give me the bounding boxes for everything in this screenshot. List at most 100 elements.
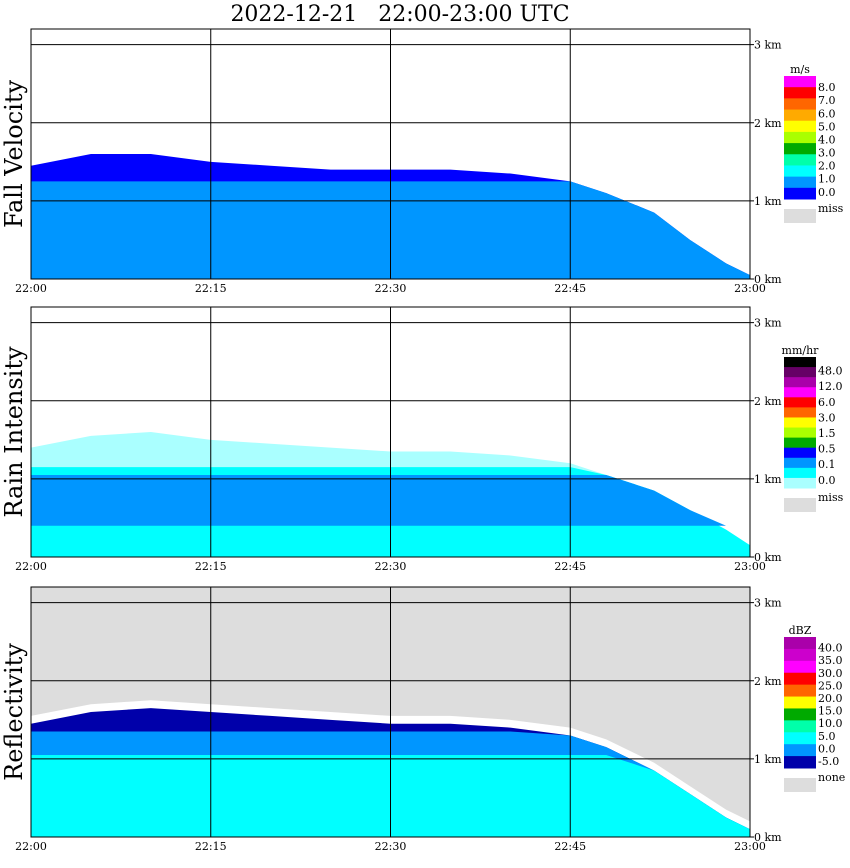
- colorbar-cell: [784, 187, 816, 200]
- colorbar-cell: [784, 143, 816, 155]
- colorbar-label: 25.0: [818, 679, 843, 692]
- colorbar-label: 0.1: [818, 458, 836, 471]
- panel-frame: [30, 306, 751, 558]
- x-tick-label: 22:00: [15, 560, 47, 573]
- colorbar-label: 3.0: [818, 411, 836, 424]
- colorbar-label: 6.0: [818, 396, 836, 409]
- colorbar-cell: [784, 367, 816, 378]
- y-tick-label: 3 km: [754, 39, 782, 52]
- figure-title: 2022-12-21 22:00-23:00 UTC: [230, 2, 570, 27]
- colorbar-label: 0.0: [818, 186, 836, 199]
- colorbar-cell: [784, 457, 816, 469]
- colorbar-cell: [784, 120, 816, 133]
- colorbar-label: 20.0: [818, 692, 843, 705]
- colorbar-missing-swatch: [784, 498, 816, 512]
- colorbar-label: 0.0: [818, 474, 836, 487]
- colorbar-cell: [784, 732, 816, 745]
- colorbar-missing-label: miss: [818, 202, 844, 215]
- colorbar-cell: [784, 131, 816, 144]
- colorbar-label: 40.0: [818, 642, 843, 655]
- y-tick-label: 2 km: [754, 675, 782, 688]
- panel-ylabel: Rain Intensity: [0, 346, 28, 518]
- colorbar-missing-swatch: [784, 778, 816, 792]
- colorbar-cell: [784, 109, 816, 122]
- y-tick-label: 1 km: [754, 473, 782, 486]
- y-tick-label: 2 km: [754, 117, 782, 130]
- colorbar-label: 3.0: [818, 147, 836, 160]
- colorbar-label: -5.0: [818, 755, 839, 768]
- x-tick-label: 22:15: [195, 282, 227, 295]
- colorbar-cell: [784, 357, 816, 368]
- y-tick-label: 0 km: [754, 831, 782, 844]
- colorbar-unit: m/s: [790, 63, 810, 76]
- colorbar-cell: [784, 417, 816, 429]
- panel-ylabel: Reflectivity: [0, 643, 28, 781]
- y-tick-label: 1 km: [754, 195, 782, 208]
- colorbar-label: 15.0: [818, 705, 843, 718]
- colorbar-label: 10.0: [818, 717, 843, 730]
- colorbar-label: 4.0: [818, 133, 836, 146]
- colorbar-label: 2.0: [818, 160, 836, 173]
- colorbar-label: 0.0: [818, 742, 836, 755]
- y-tick-label: 3 km: [754, 317, 782, 330]
- x-tick-label: 22:15: [195, 560, 227, 573]
- x-tick-label: 22:15: [195, 840, 227, 853]
- colorbar-label: 8.0: [818, 81, 836, 94]
- x-tick-label: 23:00: [734, 282, 766, 295]
- colorbar-cell: [784, 672, 816, 686]
- colorbar-cell: [784, 720, 816, 733]
- x-tick-label: 23:00: [734, 560, 766, 573]
- colorbar-cell: [784, 377, 816, 388]
- colorbar-cell: [784, 87, 816, 99]
- x-tick-label: 22:30: [375, 840, 407, 853]
- colorbar-cell: [784, 756, 816, 769]
- colorbar-label: 1.0: [818, 173, 836, 186]
- colorbar-missing-swatch: [784, 209, 816, 223]
- colorbar-label: 5.0: [818, 120, 836, 133]
- colorbar-cell: [784, 660, 816, 674]
- colorbar-cell: [784, 744, 816, 757]
- colorbar-cell: [784, 684, 816, 698]
- colorbar-cell: [784, 467, 816, 479]
- x-tick-label: 22:00: [15, 282, 47, 295]
- colorbar-cell: [784, 637, 816, 650]
- y-tick-label: 0 km: [754, 551, 782, 564]
- x-tick-label: 22:45: [554, 560, 586, 573]
- y-tick-label: 3 km: [754, 597, 782, 610]
- colorbar-cell: [784, 648, 816, 662]
- colorbar-cell: [784, 447, 816, 459]
- x-tick-label: 23:00: [734, 840, 766, 853]
- colorbar-cell: [784, 427, 816, 439]
- colorbar-cell: [784, 397, 816, 408]
- colorbar-label: 7.0: [818, 94, 836, 107]
- colorbar-unit: mm/hr: [782, 344, 820, 357]
- colorbar-cell: [784, 477, 816, 489]
- colorbar-unit: dBZ: [789, 624, 812, 637]
- panel-ylabel: Fall Velocity: [0, 80, 28, 229]
- colorbar-cell: [784, 387, 816, 398]
- colorbar-cell: [784, 437, 816, 449]
- colorbar-cell: [784, 708, 816, 721]
- colorbar-label: 30.0: [818, 667, 843, 680]
- colorbar-cell: [784, 696, 816, 709]
- colorbar-label: 35.0: [818, 654, 843, 667]
- colorbar-cell: [784, 154, 816, 166]
- x-tick-label: 22:00: [15, 840, 47, 853]
- y-tick-label: 2 km: [754, 395, 782, 408]
- colorbar-label: 0.5: [818, 443, 836, 456]
- x-tick-label: 22:30: [375, 560, 407, 573]
- y-tick-label: 0 km: [754, 273, 782, 286]
- colorbar-label: 5.0: [818, 730, 836, 743]
- colorbar-cell: [784, 98, 816, 111]
- colorbar-missing-label: miss: [818, 491, 844, 504]
- colorbar-label: 48.0: [818, 365, 843, 378]
- colorbar-cell: [784, 176, 816, 189]
- colorbar-missing-label: none: [818, 771, 845, 784]
- panel-frame: [30, 586, 751, 838]
- x-tick-label: 22:45: [554, 282, 586, 295]
- panel-frame: [30, 28, 751, 280]
- x-tick-label: 22:30: [375, 282, 407, 295]
- x-tick-label: 22:45: [554, 840, 586, 853]
- colorbar-label: 12.0: [818, 380, 843, 393]
